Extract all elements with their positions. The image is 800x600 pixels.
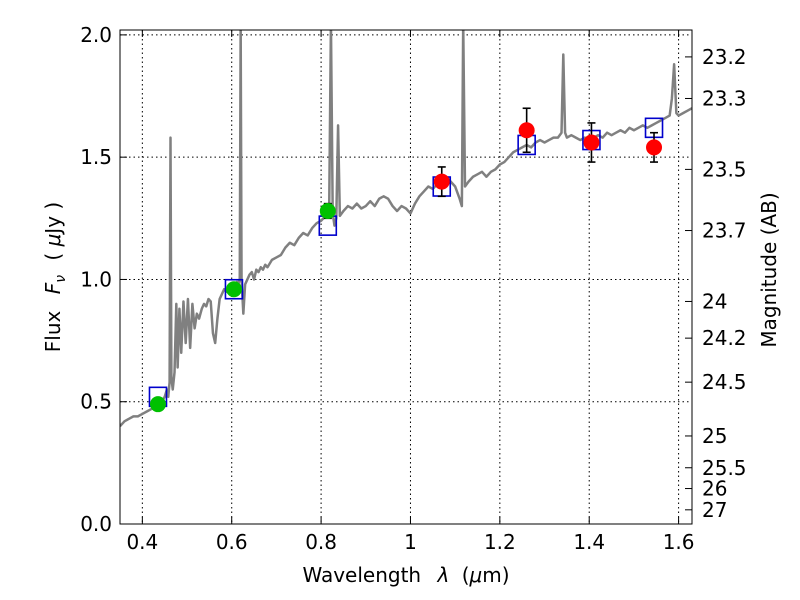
observed-red-point xyxy=(518,107,535,154)
data-marker xyxy=(518,122,535,139)
model-photometry-square xyxy=(224,278,244,300)
data-marker xyxy=(433,173,450,190)
magnitude-tick-label: 26 xyxy=(702,477,727,501)
data-marker xyxy=(583,134,600,151)
y-axis-symbol-sub: ν xyxy=(53,275,69,283)
data-marker xyxy=(319,202,336,219)
magnitude-tick-label: 23.3 xyxy=(702,86,747,110)
x-tick-label: 1.2 xyxy=(484,530,516,554)
y-tick-label: 1.5 xyxy=(80,145,112,169)
x-axis-label: Wavelength λ (μm) xyxy=(302,563,509,587)
observed-red-point xyxy=(583,122,600,163)
observed-red-point xyxy=(646,131,663,163)
y-axis-unit-open: ( xyxy=(41,246,65,260)
x-axis-symbol: λ xyxy=(436,563,449,587)
model-spectrum-line xyxy=(120,30,692,428)
observed-green-point xyxy=(319,202,336,220)
magnitude-tick-label: 24.2 xyxy=(702,326,747,350)
right-axis-label: Magnitude (AB) xyxy=(757,192,781,347)
y-axis-unit-mu: μ xyxy=(41,234,65,248)
x-axis-unit-open: ( xyxy=(462,563,470,587)
observed-green-point xyxy=(225,281,242,298)
x-tick-label: 0.6 xyxy=(216,530,248,554)
observed-red-point xyxy=(433,166,450,198)
observed-green-point xyxy=(149,396,166,413)
magnitude-tick-label: 24 xyxy=(702,289,727,313)
y-tick-label: 0.5 xyxy=(80,390,112,414)
magnitude-tick-label: 27 xyxy=(702,498,727,522)
y-axis-label: Flux Fν ( μJy ) xyxy=(41,202,70,352)
y-axis-symbol: F xyxy=(41,282,65,294)
plot-frame xyxy=(119,29,693,525)
y-axis-label-text: Flux xyxy=(41,310,65,352)
data-marker xyxy=(149,396,166,413)
plot-area xyxy=(120,30,692,428)
y-tick-label: 2.0 xyxy=(80,23,112,47)
magnitude-tick-label: 23.2 xyxy=(702,45,747,69)
x-tick-label: 1.6 xyxy=(663,530,695,554)
x-tick-label: 0.8 xyxy=(305,530,337,554)
y-tick-label: 0.0 xyxy=(80,512,112,536)
magnitude-tick-label: 23.5 xyxy=(702,157,747,181)
magnitude-tick-label: 24.5 xyxy=(702,370,747,394)
x-tick-label: 1.4 xyxy=(573,530,605,554)
x-tick-label: 0.4 xyxy=(126,530,158,554)
x-tick-label: 1 xyxy=(404,530,417,554)
data-marker xyxy=(225,281,242,298)
y-tick-label: 1.0 xyxy=(80,267,112,291)
y-axis-unit-rest: Jy ) xyxy=(41,202,65,236)
axis-ticks: 0.4 0.6 0.8 1 1.2 1.4 1.6 0.0 0.5 1.0 1.5 2.0 23.2 23… xyxy=(80,23,746,554)
data-marker xyxy=(646,139,663,156)
grid xyxy=(120,30,692,525)
magnitude-tick-label: 25 xyxy=(702,424,727,448)
magnitude-tick-label: 23.7 xyxy=(702,219,747,243)
plot-clipped xyxy=(120,30,692,428)
x-axis-unit-mu: μ xyxy=(469,563,483,587)
x-axis-label-text: Wavelength xyxy=(302,563,421,587)
x-axis-unit-rest: m) xyxy=(482,563,509,587)
magnitude-tick-label: 25.5 xyxy=(702,456,747,480)
